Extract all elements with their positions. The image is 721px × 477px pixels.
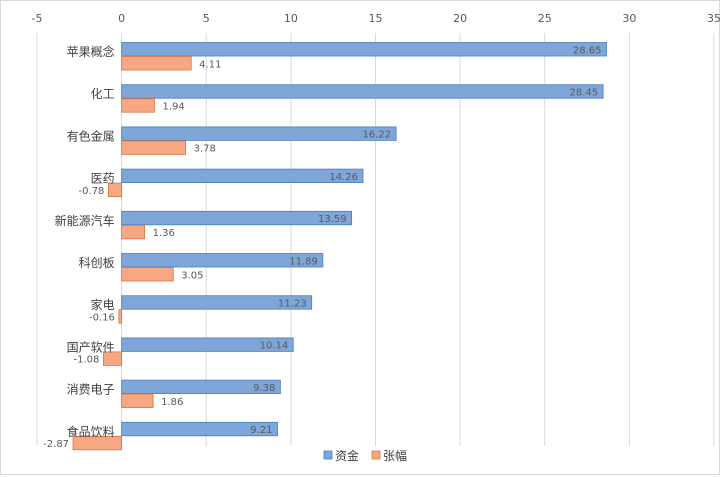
bar-change bbox=[118, 309, 123, 324]
bar-change bbox=[121, 224, 146, 240]
data-label: 1.94 bbox=[162, 101, 184, 112]
bar-funds bbox=[121, 168, 364, 184]
data-label: 1.86 bbox=[161, 397, 183, 408]
bar-funds bbox=[121, 421, 278, 437]
data-label: 11.89 bbox=[289, 256, 318, 267]
data-label: -0.78 bbox=[79, 186, 105, 197]
category-label: 国产软件 bbox=[67, 340, 115, 354]
category-label: 家电 bbox=[91, 297, 115, 312]
category-label: 苹果概念 bbox=[67, 44, 115, 59]
bar-funds bbox=[121, 84, 604, 99]
data-label: 3.78 bbox=[194, 144, 216, 155]
category-label: 食品饮料 bbox=[67, 424, 115, 439]
x-tick-label: 5 bbox=[203, 12, 210, 25]
x-tick-label: 25 bbox=[538, 12, 552, 25]
bar-change bbox=[121, 98, 155, 113]
bar-funds bbox=[121, 126, 397, 141]
data-label: 28.45 bbox=[570, 87, 599, 98]
x-tick-label: 30 bbox=[622, 12, 636, 25]
legend: 资金 张幅 bbox=[323, 448, 407, 463]
category-label: 新能源汽车 bbox=[55, 213, 115, 228]
bar-funds bbox=[121, 210, 353, 226]
bar-change bbox=[121, 393, 154, 409]
x-tick-label: 20 bbox=[453, 12, 467, 25]
bar-change bbox=[108, 182, 123, 198]
data-label: 9.38 bbox=[253, 383, 275, 394]
bar-change bbox=[102, 351, 123, 366]
data-label: 28.65 bbox=[573, 45, 602, 56]
bar-change bbox=[72, 435, 123, 451]
bar-change bbox=[121, 56, 192, 71]
data-label: 10.14 bbox=[260, 341, 289, 352]
data-label: 4.11 bbox=[199, 59, 221, 70]
data-label: -2.87 bbox=[43, 439, 69, 450]
legend-swatch bbox=[371, 450, 381, 460]
data-label: 3.05 bbox=[181, 270, 203, 281]
x-tick-label: 0 bbox=[118, 12, 125, 25]
bar-funds bbox=[121, 337, 294, 352]
bar-funds bbox=[121, 295, 313, 310]
legend-swatch bbox=[323, 450, 333, 460]
category-label: 有色金属 bbox=[67, 128, 115, 143]
x-tick-label: 10 bbox=[284, 12, 298, 25]
x-tick-label: 15 bbox=[369, 12, 383, 25]
data-label: 11.23 bbox=[278, 298, 307, 309]
bar-funds bbox=[121, 42, 607, 57]
category-label: 消费电子 bbox=[67, 383, 115, 397]
bar-funds bbox=[121, 253, 324, 268]
x-axis-ticks: -5 0 5 10 15 20 25 30 35 bbox=[32, 12, 721, 25]
data-label: -1.08 bbox=[73, 355, 99, 366]
data-label: 1.36 bbox=[153, 228, 175, 239]
category-label: 医药 bbox=[91, 172, 115, 186]
bar-change bbox=[121, 267, 174, 282]
x-tick-label: -5 bbox=[32, 12, 43, 25]
data-label: 9.21 bbox=[250, 425, 272, 436]
legend-label: 资金 bbox=[335, 448, 359, 463]
bars: 28.65 4.11 28.45 1.94 16.22 3.78 14.26 -0.78 13.… bbox=[43, 42, 607, 451]
x-tick-label: 35 bbox=[707, 12, 721, 25]
data-label: 16.22 bbox=[363, 130, 392, 141]
bar-change bbox=[121, 140, 187, 155]
data-label: 14.26 bbox=[329, 172, 358, 183]
category-label: 化工 bbox=[91, 87, 115, 101]
bar-funds bbox=[121, 379, 281, 395]
category-label: 科创板 bbox=[79, 256, 115, 270]
data-label: -0.16 bbox=[89, 312, 115, 323]
data-label: 13.59 bbox=[318, 214, 347, 225]
legend-label: 张幅 bbox=[383, 448, 407, 463]
